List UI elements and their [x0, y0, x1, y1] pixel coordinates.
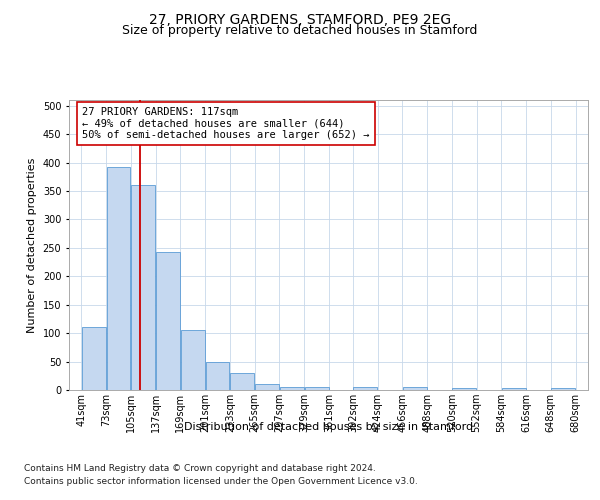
Bar [206, 362, 229, 390]
Text: 27 PRIORY GARDENS: 117sqm
← 49% of detached houses are smaller (644)
50% of semi: 27 PRIORY GARDENS: 117sqm ← 49% of detac… [82, 107, 370, 140]
Bar [452, 388, 476, 390]
Bar [181, 330, 205, 390]
Bar [131, 186, 155, 390]
Bar [255, 384, 279, 390]
Bar [230, 373, 254, 390]
Y-axis label: Number of detached properties: Number of detached properties [27, 158, 37, 332]
Bar [353, 386, 377, 390]
Bar [305, 386, 329, 390]
Bar [280, 386, 304, 390]
Text: Contains public sector information licensed under the Open Government Licence v3: Contains public sector information licen… [24, 478, 418, 486]
Bar [107, 166, 130, 390]
Bar [156, 252, 180, 390]
Bar [403, 386, 427, 390]
Text: Distribution of detached houses by size in Stamford: Distribution of detached houses by size … [184, 422, 473, 432]
Bar [502, 388, 526, 390]
Bar [551, 388, 575, 390]
Text: 27, PRIORY GARDENS, STAMFORD, PE9 2EG: 27, PRIORY GARDENS, STAMFORD, PE9 2EG [149, 12, 451, 26]
Bar [82, 328, 106, 390]
Text: Size of property relative to detached houses in Stamford: Size of property relative to detached ho… [122, 24, 478, 37]
Text: Contains HM Land Registry data © Crown copyright and database right 2024.: Contains HM Land Registry data © Crown c… [24, 464, 376, 473]
